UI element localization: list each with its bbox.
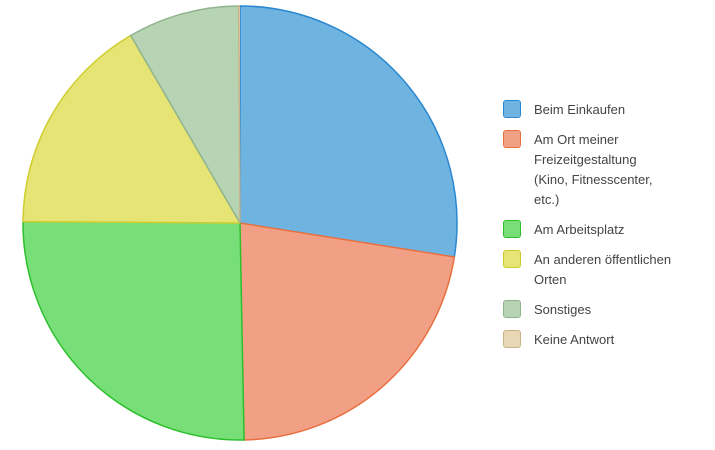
legend-swatch bbox=[503, 330, 521, 348]
legend-item-freizeitgestaltung[interactable]: Am Ort meiner Freizeitgestaltung (Kino, … bbox=[503, 130, 703, 210]
pie-slice-edge-freizeitgestaltung bbox=[239, 222, 456, 441]
legend-label: Sonstiges bbox=[534, 302, 592, 317]
legend: Beim Einkaufen Am Ort meiner Freizeitges… bbox=[503, 100, 703, 360]
legend-item-keine-antwort[interactable]: Keine Antwort bbox=[503, 330, 703, 350]
legend-label: Keine Antwort bbox=[534, 332, 615, 347]
legend-item-beim-einkaufen[interactable]: Beim Einkaufen bbox=[503, 100, 703, 120]
legend-label: An anderen öffentlichen Orten bbox=[534, 252, 672, 287]
pie-slice-edge-arbeitsplatz bbox=[22, 221, 245, 441]
legend-label: Beim Einkaufen bbox=[534, 102, 626, 117]
legend-item-arbeitsplatz[interactable]: Am Arbeitsplatz bbox=[503, 220, 703, 240]
pie-slice-arbeitsplatz[interactable] bbox=[22, 221, 245, 440]
legend-item-sonstiges[interactable]: Sonstiges bbox=[503, 300, 703, 320]
legend-label: Am Ort meiner Freizeitgestaltung (Kino, … bbox=[534, 132, 653, 207]
legend-swatch bbox=[503, 250, 521, 268]
legend-swatch bbox=[503, 300, 521, 318]
pie-slice-edge-oeffentliche-orte bbox=[22, 34, 241, 224]
legend-swatch bbox=[503, 100, 521, 118]
pie-slice-freizeitgestaltung[interactable] bbox=[240, 223, 455, 440]
pie-slice-sonstiges[interactable] bbox=[130, 6, 240, 223]
pie-slice-oeffentliche-orte[interactable] bbox=[23, 35, 240, 223]
pie-slice-beim-einkaufen[interactable] bbox=[240, 6, 458, 257]
pie-slice-edge-sonstiges bbox=[129, 5, 241, 224]
pie-slice-edge-keine-antwort bbox=[237, 5, 241, 224]
pie-slice-edge-beim-einkaufen bbox=[239, 5, 458, 258]
legend-item-oeffentliche-orte[interactable]: An anderen öffentlichen Orten bbox=[503, 250, 703, 290]
legend-label: Am Arbeitsplatz bbox=[534, 222, 625, 237]
legend-swatch bbox=[503, 130, 521, 148]
legend-swatch bbox=[503, 220, 521, 238]
